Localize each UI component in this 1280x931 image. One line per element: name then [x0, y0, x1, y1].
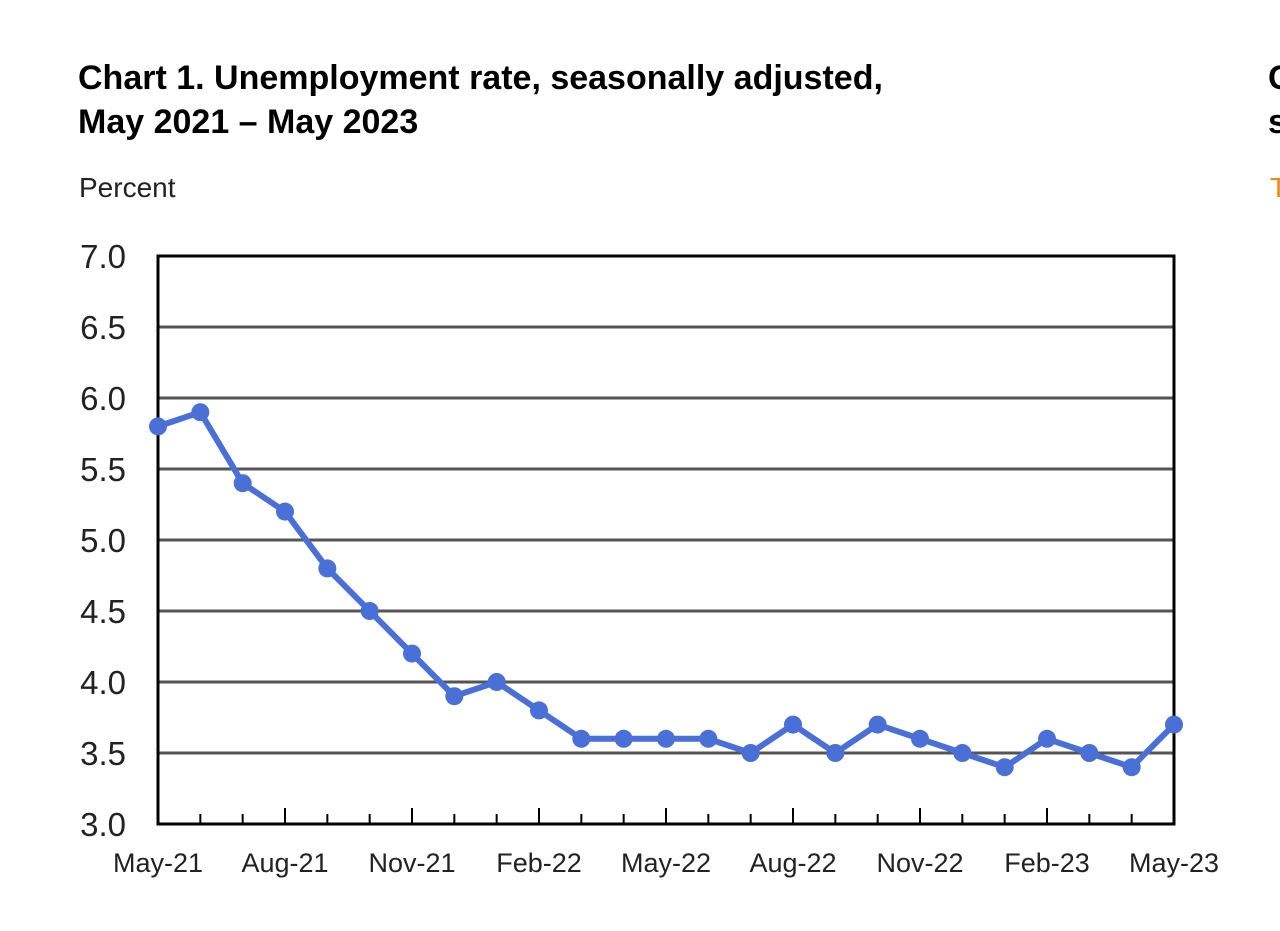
- data-point-Aug-22: [784, 715, 802, 734]
- data-point-Mar-23: [1080, 744, 1099, 762]
- data-point-Oct-21: [360, 602, 379, 620]
- adjacent-chart-fragment: C s T: [1268, 56, 1280, 276]
- y-tick-label-4.0: 4.0: [80, 664, 126, 701]
- chart-title: Chart 1. Unemployment rate, seasonally a…: [78, 56, 1078, 144]
- x-tick-label-Nov-21: Nov-21: [368, 848, 455, 878]
- x-tick-label-May-22: May-22: [621, 848, 711, 878]
- data-point-Mar-22: [572, 729, 591, 748]
- data-point-Sep-22: [826, 744, 845, 762]
- x-tick-label-May-23: May-23: [1129, 848, 1219, 878]
- axis-layer: [156, 254, 1176, 826]
- y-tick-label-4.5: 4.5: [80, 593, 126, 630]
- adjacent-chart-title-line1: C: [1268, 56, 1280, 100]
- data-point-Jul-22: [741, 744, 760, 762]
- chart-title-line1: Chart 1. Unemployment rate, seasonally a…: [78, 59, 883, 97]
- data-point-Nov-21: [403, 644, 421, 663]
- data-point-Jan-22: [487, 673, 506, 691]
- series-line-0: [155, 409, 1177, 771]
- data-point-Apr-23: [1122, 758, 1141, 777]
- y-tick-label-6.0: 6.0: [80, 380, 126, 417]
- y-tick-label-3.0: 3.0: [80, 806, 126, 843]
- data-point-May-21: [149, 417, 167, 436]
- adjacent-chart-title-line2: s: [1268, 103, 1280, 141]
- data-point-Feb-22: [530, 701, 548, 720]
- data-point-Aug-21: [276, 502, 294, 521]
- x-tick-label-Aug-22: Aug-22: [749, 848, 836, 878]
- data-point-Apr-22: [614, 729, 633, 748]
- data-point-Feb-23: [1038, 729, 1056, 748]
- label-layer: 3.0 3.5 4.0 4.5 5.0 5.5 6.0 6.5 7.0 May-21 Aug-21 N…: [80, 238, 1219, 878]
- data-point-Jun-22: [699, 729, 718, 748]
- data-point-Dec-21: [445, 687, 464, 706]
- data-point-Oct-22: [868, 715, 887, 734]
- data-point-May-23: [1165, 715, 1183, 734]
- x-tick-label-Aug-21: Aug-21: [241, 848, 328, 878]
- y-tick-label-5.0: 5.0: [80, 522, 126, 559]
- data-point-Jan-23: [995, 758, 1014, 777]
- adjacent-chart-legend-text: T: [1270, 172, 1280, 203]
- data-point-Nov-22: [911, 729, 929, 748]
- series-layer: [149, 403, 1183, 777]
- data-point-May-22: [657, 729, 675, 748]
- grid-layer: [158, 325, 1174, 755]
- x-tick-label-Feb-23: Feb-23: [1004, 848, 1090, 878]
- chart-title-line2: May 2021 – May 2023: [78, 103, 419, 141]
- data-point-Jun-21: [191, 403, 210, 422]
- data-point-Sep-21: [318, 559, 337, 578]
- y-tick-label-3.5: 3.5: [80, 735, 126, 772]
- y-tick-label-6.5: 6.5: [80, 309, 126, 346]
- x-tick-label-Nov-22: Nov-22: [876, 848, 963, 878]
- y-axis-unit-label: Percent: [79, 172, 176, 203]
- x-tick-label-Feb-22: Feb-22: [496, 848, 582, 878]
- data-point-Jul-21: [233, 474, 252, 493]
- data-point-Dec-22: [953, 744, 972, 762]
- y-tick-label-5.5: 5.5: [80, 451, 126, 488]
- x-tick-label-May-21: May-21: [113, 848, 203, 878]
- y-tick-label-7.0: 7.0: [80, 238, 126, 275]
